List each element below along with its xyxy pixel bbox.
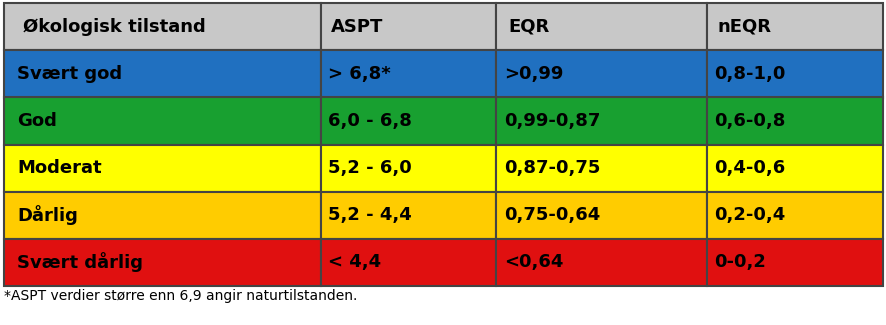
Text: *ASPT verdier større enn 6,9 angir naturtilstanden.: *ASPT verdier større enn 6,9 angir natur… xyxy=(4,289,357,303)
Text: Dårlig: Dårlig xyxy=(17,205,78,225)
Bar xyxy=(4,192,320,239)
Text: Moderat: Moderat xyxy=(17,159,102,177)
Text: >0,99: >0,99 xyxy=(504,65,563,83)
Bar xyxy=(320,192,495,239)
Text: <0,64: <0,64 xyxy=(504,254,563,271)
Bar xyxy=(4,3,320,50)
Bar xyxy=(706,192,882,239)
Text: 0,6-0,8: 0,6-0,8 xyxy=(713,112,784,130)
Text: 0,4-0,6: 0,4-0,6 xyxy=(713,159,784,177)
Text: nEQR: nEQR xyxy=(717,18,771,36)
Text: EQR: EQR xyxy=(509,18,549,36)
Bar xyxy=(495,192,706,239)
Bar xyxy=(320,98,495,145)
Bar xyxy=(495,98,706,145)
Text: > 6,8*: > 6,8* xyxy=(327,65,390,83)
Bar xyxy=(706,50,882,98)
Text: 6,0 - 6,8: 6,0 - 6,8 xyxy=(327,112,411,130)
Bar xyxy=(706,98,882,145)
Text: Svært dårlig: Svært dårlig xyxy=(17,253,143,272)
Bar xyxy=(495,3,706,50)
Bar xyxy=(706,145,882,192)
Text: 5,2 - 4,4: 5,2 - 4,4 xyxy=(327,206,411,224)
Text: Svært god: Svært god xyxy=(17,65,122,83)
Text: < 4,4: < 4,4 xyxy=(327,254,380,271)
Bar xyxy=(4,98,320,145)
Bar xyxy=(495,50,706,98)
Text: 0,75-0,64: 0,75-0,64 xyxy=(504,206,600,224)
Text: Økologisk tilstand: Økologisk tilstand xyxy=(23,18,206,36)
Text: 5,2 - 6,0: 5,2 - 6,0 xyxy=(327,159,411,177)
Text: 0-0,2: 0-0,2 xyxy=(713,254,765,271)
Bar xyxy=(706,239,882,286)
Text: 0,99-0,87: 0,99-0,87 xyxy=(504,112,601,130)
Text: 0,2-0,4: 0,2-0,4 xyxy=(713,206,784,224)
Bar xyxy=(4,145,320,192)
Text: ASPT: ASPT xyxy=(330,18,383,36)
Bar xyxy=(320,50,495,98)
Bar xyxy=(706,3,882,50)
Bar xyxy=(320,3,495,50)
Bar xyxy=(495,239,706,286)
Text: 0,8-1,0: 0,8-1,0 xyxy=(713,65,784,83)
Bar xyxy=(4,239,320,286)
Bar xyxy=(495,145,706,192)
Bar xyxy=(4,50,320,98)
Bar xyxy=(320,145,495,192)
Text: God: God xyxy=(17,112,57,130)
Text: 0,87-0,75: 0,87-0,75 xyxy=(504,159,601,177)
Bar xyxy=(320,239,495,286)
